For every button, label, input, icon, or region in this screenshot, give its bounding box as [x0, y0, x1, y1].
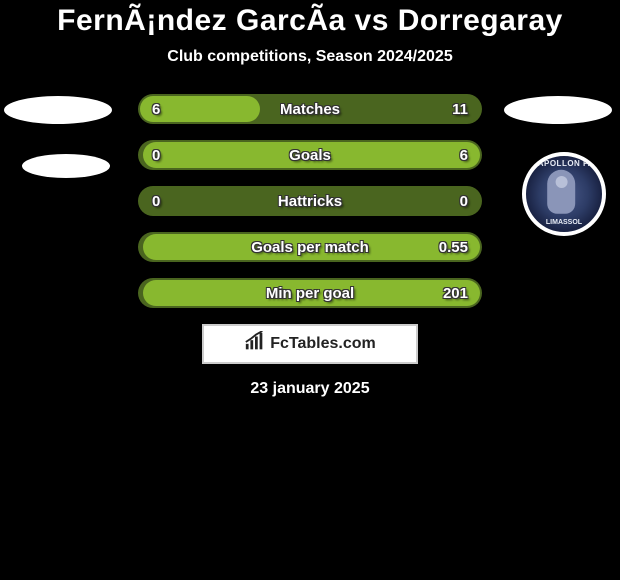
comparison-card: FernÃ¡ndez GarcÃ­a vs Dorregaray Club co…	[0, 0, 620, 398]
player1-club-placeholder	[22, 154, 110, 178]
stat-label: Min per goal	[138, 278, 482, 308]
stat-row: Matches6 11	[138, 94, 482, 124]
left-player-col	[0, 94, 120, 178]
stat-value-left: 0	[152, 186, 160, 216]
stat-label: Matches	[138, 94, 482, 124]
stat-row: Goals per match0.55	[138, 232, 482, 262]
footer-brand-text: FcTables.com	[270, 335, 376, 353]
stat-label: Goals	[138, 140, 482, 170]
stat-value-right: 0.55	[439, 232, 468, 262]
badge-text-top: APOLLON F.	[526, 159, 602, 168]
stat-value-right: 0	[460, 186, 468, 216]
player2-club-badge: APOLLON F. LIMASSOL	[522, 152, 606, 236]
stat-row: Hattricks0 0	[138, 186, 482, 216]
player1-avatar-placeholder	[4, 96, 112, 124]
stat-row: Min per goal201	[138, 278, 482, 308]
player2-avatar-placeholder	[504, 96, 612, 124]
right-player-col: APOLLON F. LIMASSOL	[500, 94, 620, 236]
page-subtitle: Club competitions, Season 2024/2025	[0, 48, 620, 66]
comparison-bars: Matches611Goals06Hattricks00Goals per ma…	[138, 94, 482, 308]
stat-value-right: 6	[460, 140, 468, 170]
stat-label: Goals per match	[138, 232, 482, 262]
stat-value-left: 6	[152, 94, 160, 124]
stat-row: Goals0 6	[138, 140, 482, 170]
main-area: APOLLON F. LIMASSOL Matches611Goals06Hat…	[0, 94, 620, 308]
date-text: 23 january 2025	[0, 380, 620, 398]
stat-value-left: 0	[152, 140, 160, 170]
badge-text-bottom: LIMASSOL	[526, 219, 602, 226]
stat-value-right: 11	[452, 94, 468, 124]
page-title: FernÃ¡ndez GarcÃ­a vs Dorregaray	[0, 4, 620, 38]
club-badge-icon: APOLLON F. LIMASSOL	[522, 152, 606, 236]
stat-value-right: 201	[443, 278, 468, 308]
chart-icon	[244, 331, 266, 358]
footer-brand-box: FcTables.com	[202, 324, 418, 364]
stat-label: Hattricks	[138, 186, 482, 216]
